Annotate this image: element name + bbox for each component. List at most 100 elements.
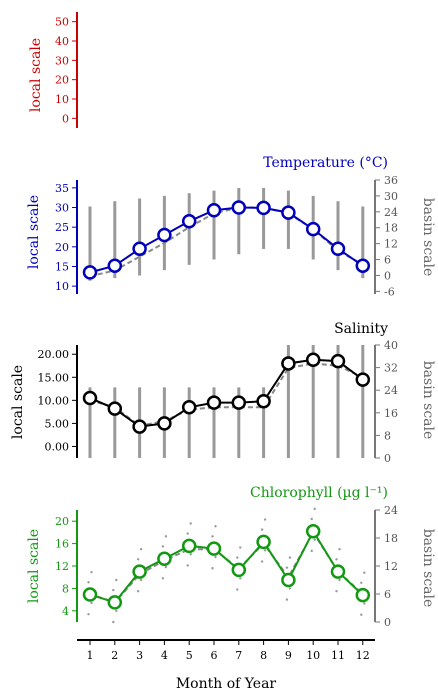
panel-temperature-ylabel: local scale <box>26 195 42 269</box>
local-series-point <box>107 401 123 416</box>
left-tick-label: 35 <box>55 182 69 195</box>
right-tick-label: 16 <box>384 407 398 420</box>
local-series-line <box>89 358 364 428</box>
local-series-point <box>181 538 197 554</box>
panel-salinity-ylabel: local scale <box>10 365 26 439</box>
right-tick-label: 36 <box>384 174 398 187</box>
basin-sample-dot <box>186 532 189 535</box>
local-series-point <box>305 352 321 368</box>
right-tick-label: 32 <box>384 362 398 375</box>
x-axis-label: Month of Year <box>176 676 277 692</box>
x-tick-label: 8 <box>260 649 267 662</box>
left-tick-label: 10 <box>55 280 69 293</box>
basin-sample-dot <box>136 558 140 561</box>
right-tick-label: 6 <box>384 588 391 601</box>
basin-sample-dot <box>335 590 338 593</box>
basin-sample-dot <box>363 602 366 605</box>
left-tick-label: 40 <box>55 35 69 48</box>
left-tick-label: 15 <box>55 260 69 273</box>
basin-sample-dot <box>189 522 192 525</box>
basin-sample-dot <box>115 609 118 612</box>
basin-sample-dot <box>310 517 313 521</box>
basin-sample-dot <box>214 555 217 559</box>
panel-chlorophyll-ylabel-right: basin scale <box>420 529 436 608</box>
left-tick-label: 20 <box>55 74 69 87</box>
basin-sample-dot <box>161 545 165 548</box>
basin-sample-dot <box>90 570 93 574</box>
x-tick-label: 11 <box>331 649 345 662</box>
basin-sample-dot <box>260 528 264 531</box>
left-tick-label: 20.00 <box>38 348 70 361</box>
local-series-point <box>82 265 98 280</box>
basin-sample-dot <box>288 587 292 590</box>
panel-temperature-ylabel-right: basin scale <box>420 198 436 277</box>
left-tick-label: 20 <box>55 241 69 254</box>
right-tick-label: 18 <box>384 532 398 545</box>
left-tick-label: 12 <box>55 560 69 573</box>
left-tick-label: 10 <box>55 93 69 106</box>
basin-sample-dot <box>260 560 264 563</box>
x-tick-label: 5 <box>186 649 193 662</box>
left-tick-label: 0.00 <box>45 440 70 453</box>
left-tick-label: 15.00 <box>38 371 70 384</box>
basin-sample-dot <box>310 549 313 553</box>
local-series-point <box>355 258 371 273</box>
basin-sample-dot <box>87 581 90 584</box>
right-tick-label: 18 <box>384 222 398 235</box>
right-tick-label: 24 <box>384 384 398 397</box>
panel-temperature: Temperature (°C) local scale basin scale… <box>26 155 436 298</box>
panel-salinity-ylabel-right: basin scale <box>420 361 436 440</box>
local-series-point <box>107 595 123 610</box>
right-tick-label: 12 <box>384 560 398 573</box>
left-tick-label: 4 <box>62 605 69 618</box>
left-tick-label: 30 <box>55 54 69 67</box>
basin-sample-dot <box>288 556 292 559</box>
local-series-point <box>132 241 147 257</box>
panel-temperature-title: Temperature (°C) <box>263 155 388 171</box>
left-tick-label: 8 <box>62 582 69 595</box>
basin-sample-dot <box>338 548 341 551</box>
basin-sample-dot <box>139 578 143 582</box>
right-tick-label: 6 <box>384 254 391 267</box>
right-tick-label: 40 <box>384 339 398 352</box>
local-series-point <box>206 395 222 410</box>
local-series-point <box>281 356 296 371</box>
basin-sample-dot <box>214 525 217 528</box>
panel-chlorophyll-title: Chlorophyll (µg l⁻¹) <box>250 485 388 501</box>
x-tick-label: 7 <box>235 649 242 662</box>
basin-mean-line <box>89 206 364 278</box>
basin-sample-dot <box>285 566 289 569</box>
basin-mean-line <box>89 362 364 427</box>
x-tick-label: 3 <box>136 649 143 662</box>
local-series-point <box>256 394 271 409</box>
local-series-line <box>89 529 364 604</box>
basin-sample-dot <box>112 588 115 592</box>
basin-sample-dot <box>263 549 267 552</box>
local-series-point <box>157 227 172 243</box>
right-tick-label: 8 <box>384 429 391 442</box>
local-series-point <box>82 587 98 602</box>
basin-sample-dot <box>335 558 338 561</box>
local-series-point <box>206 541 222 556</box>
left-tick-label: 25 <box>55 221 69 234</box>
basin-sample-dot <box>285 598 289 601</box>
left-tick-label: 16 <box>55 538 69 551</box>
local-series-point <box>181 400 197 415</box>
x-tick-label: 6 <box>211 649 218 662</box>
local-series-point <box>132 564 147 579</box>
left-tick-label: 30 <box>55 202 69 215</box>
local-series-point <box>355 587 371 603</box>
basin-sample-dot <box>360 613 363 616</box>
basin-sample-dot <box>313 507 316 511</box>
local-series-point <box>256 534 271 550</box>
basin-sample-dot <box>313 538 316 541</box>
basin-sample-dot <box>360 581 363 584</box>
x-tick-label: 4 <box>161 649 168 662</box>
basin-sample-dot <box>236 556 239 559</box>
basin-sample-dot <box>164 565 168 569</box>
x-tick-label: 1 <box>87 649 94 662</box>
local-series-point <box>305 524 321 539</box>
left-tick-label: 50 <box>55 16 69 29</box>
local-series-point <box>281 205 296 220</box>
basin-sample-dot <box>263 518 267 521</box>
